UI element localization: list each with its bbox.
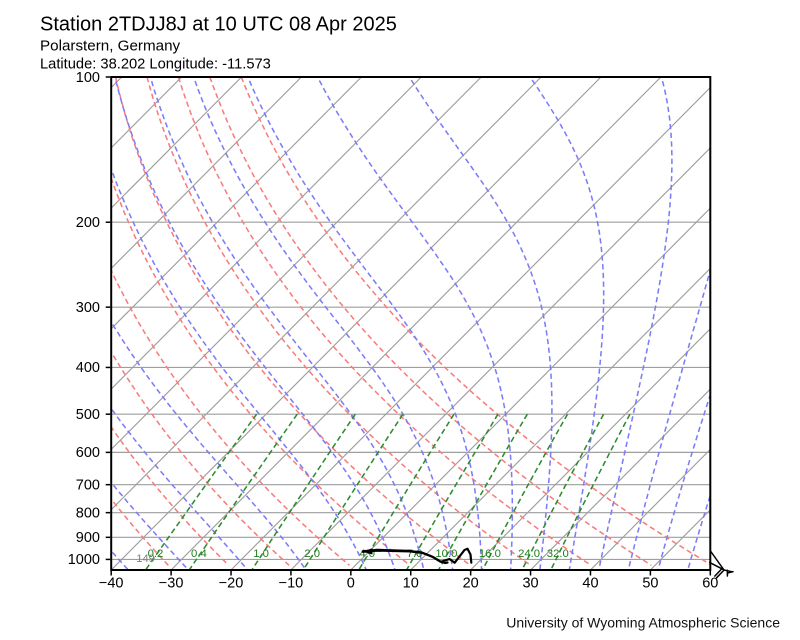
svg-text:0: 0 (347, 576, 355, 592)
svg-text:30: 30 (522, 576, 538, 592)
svg-text:Polarstern, Germany: Polarstern, Germany (40, 38, 181, 55)
svg-text:300: 300 (76, 300, 100, 316)
svg-text:Station 2TDJJ8J at 10 UTC 08 A: Station 2TDJJ8J at 10 UTC 08 Apr 2025 (40, 14, 397, 36)
svg-text:16.0: 16.0 (479, 548, 501, 560)
svg-text:University of Wyoming Atmosphe: University of Wyoming Atmospheric Scienc… (506, 615, 780, 631)
svg-text:−40: −40 (99, 576, 124, 592)
svg-text:−20: −20 (219, 576, 244, 592)
svg-text:100: 100 (76, 70, 100, 86)
svg-text:2.0: 2.0 (304, 548, 320, 560)
svg-text:60: 60 (702, 576, 718, 592)
svg-text:24.0: 24.0 (518, 548, 540, 560)
svg-text:Latitude: 38.202 Longitude: -1: Latitude: 38.202 Longitude: -11.573 (40, 57, 271, 73)
svg-text:40: 40 (582, 576, 598, 592)
svg-text:0.4: 0.4 (191, 548, 207, 560)
svg-text:400: 400 (76, 360, 100, 376)
svg-text:1.0: 1.0 (253, 548, 269, 560)
svg-text:900: 900 (76, 530, 100, 546)
svg-text:1000: 1000 (68, 552, 100, 568)
svg-text:800: 800 (76, 506, 100, 522)
svg-text:−30: −30 (159, 576, 184, 592)
svg-text:10.0: 10.0 (435, 548, 457, 560)
svg-text:50: 50 (642, 576, 658, 592)
svg-text:700: 700 (76, 478, 100, 494)
svg-text:−10: −10 (279, 576, 304, 592)
svg-text:200: 200 (76, 215, 100, 231)
svg-text:600: 600 (76, 445, 100, 461)
svg-text:500: 500 (76, 407, 100, 423)
svg-text:10: 10 (403, 576, 419, 592)
svg-text:20: 20 (463, 576, 479, 592)
svg-text:149: 149 (136, 553, 154, 565)
svg-text:32.0: 32.0 (547, 548, 569, 560)
svg-text:0.2: 0.2 (148, 548, 164, 560)
